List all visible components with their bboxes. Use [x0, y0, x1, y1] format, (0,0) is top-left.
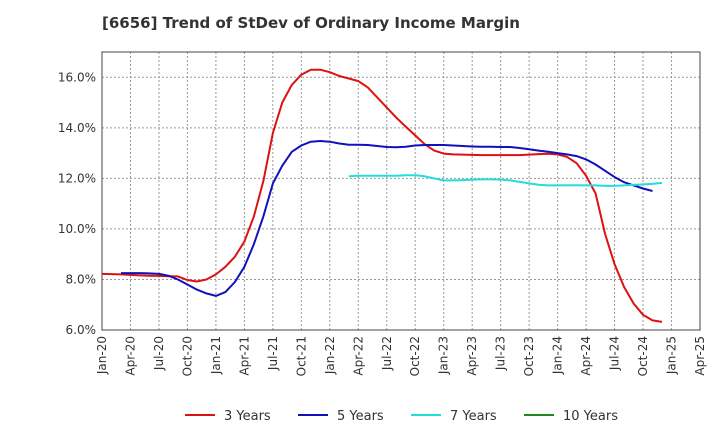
legend-label: 3 Years	[224, 409, 271, 424]
x-tick-label: Apr-22	[351, 336, 365, 376]
x-tick-label: Jan-24	[551, 336, 565, 375]
x-tick-label: Oct-23	[522, 336, 536, 376]
series-line	[101, 68, 663, 323]
legend-label: 5 Years	[337, 409, 384, 424]
y-tick-label: 6.0%	[66, 323, 97, 337]
x-tick-label: Jul-23	[494, 336, 508, 371]
x-tick-label: Apr-25	[693, 336, 707, 376]
y-tick-label: 12.0%	[58, 171, 96, 185]
x-tick-label: Jan-25	[665, 336, 679, 375]
x-tick-label: Apr-24	[579, 336, 593, 376]
x-tick-label: Oct-24	[636, 336, 650, 376]
x-tick-label: Oct-20	[180, 336, 194, 376]
x-tick-label: Jul-22	[380, 336, 394, 371]
y-tick-label: 16.0%	[58, 70, 96, 84]
y-tick-label: 8.0%	[66, 272, 97, 286]
legend-label: 10 Years	[563, 409, 618, 424]
series-line	[348, 174, 663, 187]
series-line	[121, 140, 653, 297]
x-tick-label: Jul-24	[608, 336, 622, 371]
x-tick-label: Jul-21	[266, 336, 280, 371]
x-tick-label: Jul-20	[152, 336, 166, 371]
y-tick-label: 14.0%	[58, 121, 96, 135]
x-tick-label: Apr-23	[465, 336, 479, 376]
legend-label: 7 Years	[450, 409, 497, 424]
x-tick-label: Oct-21	[294, 336, 308, 376]
plot-frame	[101, 51, 701, 331]
x-tick-label: Jan-20	[95, 336, 109, 375]
x-tick-label: Apr-20	[123, 336, 137, 376]
x-tick-label: Jan-21	[209, 336, 223, 375]
x-tick-label: Apr-21	[237, 336, 251, 376]
x-tick-label: Jan-22	[323, 336, 337, 375]
x-tick-label: Oct-22	[408, 336, 422, 376]
chart-title: [6656] Trend of StDev of Ordinary Income…	[102, 14, 520, 32]
x-tick-label: Jan-23	[437, 336, 451, 375]
y-tick-label: 10.0%	[58, 222, 96, 236]
